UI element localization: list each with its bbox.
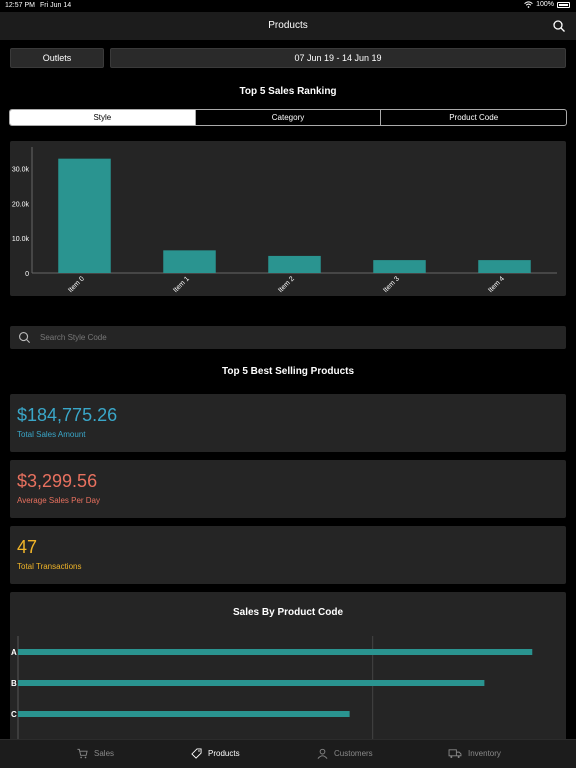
y-tick-label: 30.0k [12,166,30,173]
tab-sales-label: Sales [94,749,115,758]
tab-style[interactable]: Style [10,110,196,125]
total-transactions-value: 47 [17,537,38,557]
tab-customers-label: Customers [334,749,373,758]
tag-icon [191,748,202,759]
cart-icon [77,748,88,759]
y-tick-label: 10.0k [12,236,30,243]
battery-percent: 100% [536,1,554,8]
date-range-button[interactable]: 07 Jun 19 - 14 Jun 19 [110,48,566,68]
tab-inventory[interactable]: Inventory [448,748,501,759]
total-transactions-label: Total Transactions [17,562,82,571]
x-tick-label: Item 1 [172,275,191,294]
bar[interactable] [268,255,321,273]
tab-product-code[interactable]: Product Code [449,113,499,122]
y-tick-label: C [11,710,17,719]
bar[interactable] [58,158,111,273]
x-tick-label: Item 4 [487,275,506,294]
total-sales-label: Total Sales Amount [17,430,86,439]
ranking-bar-chart: 0 10.0k 20.0k 30.0k Item 0 Item 1 Item 2 Item 3… [12,147,557,294]
bar[interactable] [18,711,350,717]
search-style-code-input[interactable] [40,329,540,346]
average-sales-card: $3,299.56 Average Sales Per Day [10,460,566,518]
bar[interactable] [163,250,216,273]
search-icon [19,332,31,344]
y-tick-label: 0 [25,271,29,278]
ranking-segmented-control: Style Category Product Code [9,109,567,126]
x-tick-label: Item 0 [67,275,86,294]
chart-title: Sales By Product Code [233,607,343,618]
total-sales-value: $184,775.26 [17,405,118,425]
average-sales-value: $3,299.56 [17,471,98,491]
status-time: 12:57 PM [5,2,35,9]
tab-bar: Sales Products Customers Inventory [0,739,576,768]
bar[interactable] [478,260,531,273]
tab-inventory-label: Inventory [468,749,501,758]
bar[interactable] [18,649,533,655]
average-sales-label: Average Sales Per Day [17,496,101,505]
battery-icon [557,1,570,8]
tab-products-label: Products [208,749,240,758]
outlets-button[interactable]: Outlets [10,48,104,68]
tab-sales[interactable]: Sales [77,748,114,759]
tab-category[interactable]: Category [196,110,382,125]
navigation-bar: Products [0,12,576,40]
search-icon[interactable] [552,19,566,33]
style-code-search [10,326,566,349]
status-bar: 12:57 PM Fri Jun 14 100% [0,0,576,12]
y-tick-label: 20.0k [12,201,30,208]
wifi-icon [524,1,533,8]
total-transactions-card: 47 Total Transactions [10,526,566,584]
page-title: Products [268,20,308,31]
total-sales-card: $184,775.26 Total Sales Amount [10,394,566,452]
y-tick-label: B [11,679,17,688]
ranking-title: Top 5 Sales Ranking [239,86,337,97]
tab-customers[interactable]: Customers [317,748,373,759]
sales-by-product-code-chart: Sales By Product Code A B C [11,607,533,739]
person-icon [317,748,328,759]
sales-by-product-code-card: Sales By Product Code A B C [10,592,566,739]
status-date: Fri Jun 14 [40,2,72,9]
status-right: 100% [524,1,570,8]
tab-products[interactable]: Products [191,748,240,759]
truck-icon [448,749,462,758]
y-tick-label: A [11,648,17,657]
x-tick-label: Item 3 [382,275,401,294]
bar[interactable] [373,260,426,273]
bar[interactable] [18,680,485,686]
best-selling-title: Top 5 Best Selling Products [221,366,355,377]
x-tick-label: Item 2 [277,275,296,294]
ranking-chart-card: 0 10.0k 20.0k 30.0k Item 0 Item 1 Item 2 Item 3… [10,141,566,296]
